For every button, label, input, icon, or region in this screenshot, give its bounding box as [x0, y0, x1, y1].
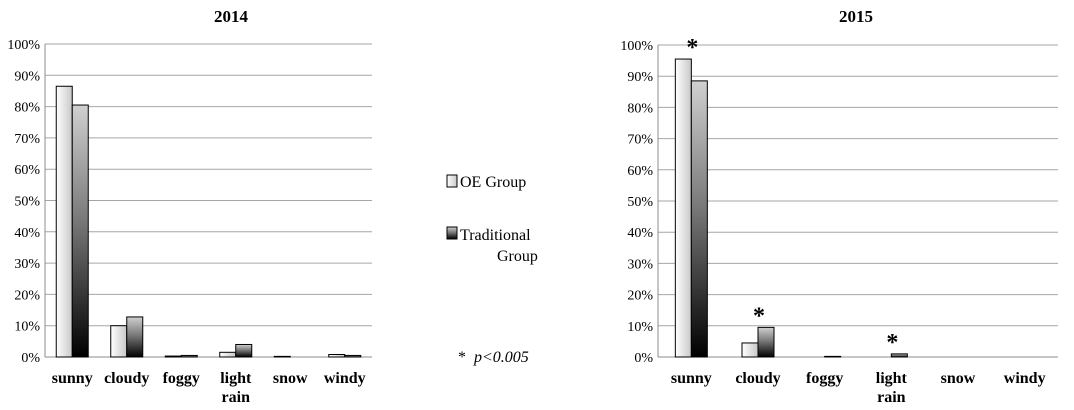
- y-tick-label: 100%: [620, 39, 653, 54]
- x-tick-label: sunny: [671, 370, 712, 387]
- legend-label-line: OE Group: [460, 174, 526, 191]
- legend-label-oe: OE Group: [460, 174, 526, 191]
- x-tick-label: foggy: [163, 370, 200, 387]
- bar-oe-group-sunny: [674, 58, 692, 358]
- y-tick-label: 30%: [14, 257, 40, 272]
- bar-traditional-group-sunny: [690, 80, 708, 358]
- y-tick-label: 40%: [14, 226, 40, 241]
- bar-oe-group-foggy: [164, 355, 182, 358]
- chart-2015: 2015 0% 10% 20% 30% 40% 50% 60% 70% 80% 90% 100% sun…: [620, 7, 1058, 406]
- chart-2014: 2014 0% 10% 20% 30% 40% 50% 60% 70% 80% 90% 100% sun…: [7, 7, 372, 406]
- y-tick-label: 100%: [7, 38, 40, 53]
- y-tick-label: 10%: [14, 320, 40, 335]
- bar-traditional-group-cloudy: [126, 316, 144, 358]
- y-tick-label: 70%: [627, 133, 653, 148]
- bar-oe-group-cloudy: [110, 325, 128, 358]
- y-tick-label: 70%: [14, 132, 40, 147]
- x-tick-label: snow: [273, 370, 308, 387]
- bar-oe-group-cloudy: [741, 342, 759, 358]
- y-tick-label: 90%: [627, 70, 653, 85]
- x-tick-label: light rain: [876, 370, 908, 406]
- y-tick-label: 60%: [14, 163, 40, 178]
- x-tick-label: cloudy: [735, 370, 780, 387]
- legend-label-traditional: Traditional Group: [460, 227, 538, 265]
- y-tick-label: 30%: [627, 257, 653, 272]
- legend-swatch-oe: [446, 174, 458, 188]
- y-tick-label: 80%: [14, 101, 40, 116]
- bar-traditional-group-sunny: [71, 104, 89, 358]
- significance-star: *: [886, 330, 898, 356]
- y-tick-label: 20%: [14, 288, 40, 303]
- x-tick-label: foggy: [806, 370, 843, 387]
- y-tick-label: 80%: [627, 101, 653, 116]
- y-tick-label: 10%: [627, 320, 653, 335]
- y-tick-label: 50%: [627, 195, 653, 210]
- y-tick-label: 0%: [21, 351, 40, 366]
- bar-traditional-group-light-rain: [890, 353, 908, 358]
- legend-label-line: Traditional: [460, 227, 531, 244]
- chart-title: 2014: [214, 7, 249, 26]
- bar-oe-group-light-rain: [219, 351, 237, 358]
- legend-item-oe: OE Group: [446, 174, 526, 191]
- y-tick-label: 40%: [627, 226, 653, 241]
- legend-swatch-traditional: [446, 226, 458, 240]
- bar-oe-group-sunny: [55, 85, 73, 358]
- x-tick-label: light rain: [220, 370, 252, 406]
- x-tick-label: sunny: [52, 370, 93, 387]
- y-tick-label: 90%: [14, 69, 40, 84]
- bar-traditional-group-light-rain: [235, 343, 253, 358]
- x-tick-label: windy: [324, 370, 366, 387]
- bar-traditional-group-cloudy: [757, 326, 775, 358]
- y-tick-label: 50%: [14, 195, 40, 210]
- bar-oe-group-snow: [273, 355, 291, 358]
- x-tick-label: windy: [1004, 370, 1046, 387]
- chart-title: 2015: [839, 7, 873, 26]
- significance-star: *: [753, 303, 765, 329]
- significance-note: * p<0.005: [458, 349, 529, 366]
- note-star: *: [458, 349, 466, 366]
- y-tick-label: 0%: [634, 351, 653, 366]
- bar-traditional-group-foggy: [180, 354, 198, 358]
- note-text: p<0.005: [473, 349, 529, 366]
- legend-label-line: Group: [497, 248, 538, 265]
- x-tick-label: snow: [941, 370, 976, 387]
- bar-traditional-group-windy: [344, 354, 362, 358]
- y-tick-label: 60%: [627, 164, 653, 179]
- significance-star: *: [686, 35, 698, 61]
- y-tick-label: 20%: [627, 289, 653, 304]
- legend: OE Group Traditional Group * p<0.005: [446, 174, 538, 366]
- svg-text:* p<0.005: * p<0.005: [458, 349, 529, 366]
- x-tick-label: cloudy: [104, 370, 149, 387]
- legend-item-traditional: Traditional Group: [446, 226, 538, 265]
- bar-oe-group-windy: [328, 353, 346, 358]
- bar-traditional-group-foggy: [824, 355, 842, 358]
